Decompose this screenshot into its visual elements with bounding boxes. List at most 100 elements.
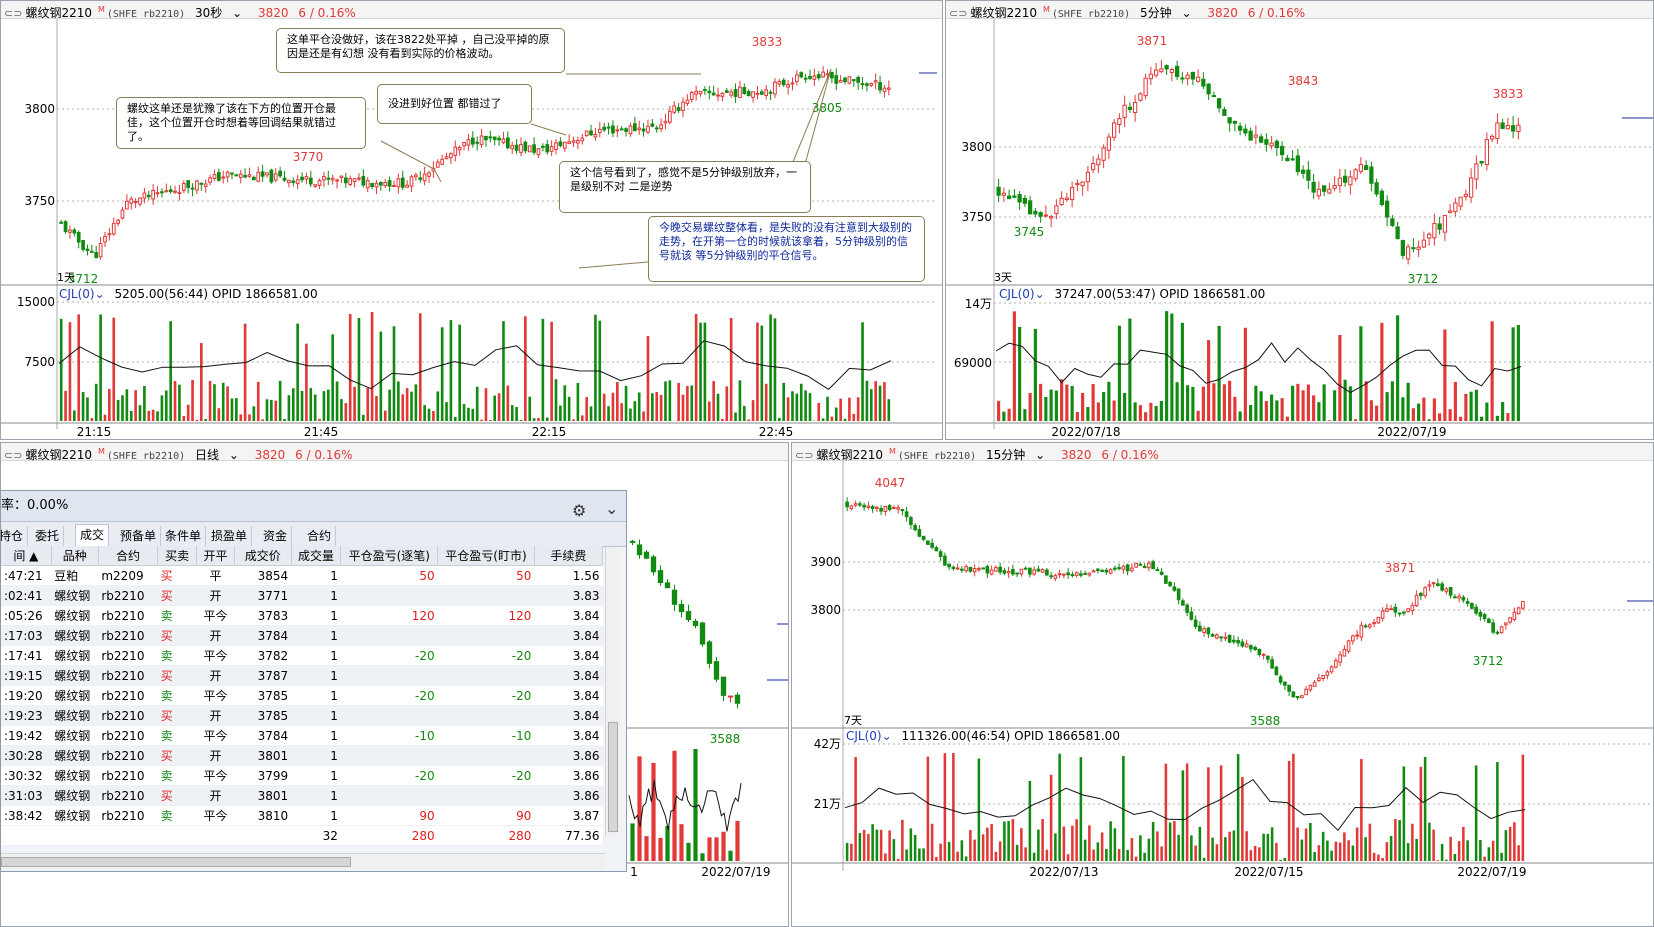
table-cell: 开 (196, 625, 235, 646)
table-cell: rb2210 (98, 705, 158, 726)
volume-bar (414, 384, 418, 421)
tab-3[interactable]: 预备单 (116, 526, 162, 546)
column-header[interactable]: 手续费 (534, 546, 604, 566)
indicator-selector[interactable]: CJL(0)⌄ (59, 287, 105, 301)
candle (308, 177, 313, 185)
indicator-values: 111326.00(46:54) OPID 1866581.00 (901, 729, 1120, 743)
table-cell: rb2210 (98, 745, 158, 766)
volume-bar (1007, 820, 1010, 861)
link-icon[interactable]: ⊂⊃ (4, 449, 23, 462)
volume-bar (1196, 410, 1200, 421)
chart-panel-5m[interactable]: ⊂⊃ 螺纹钢2210 M (SHFE rb2210) 5分钟 ⌄ 3820 6 / 0… (945, 0, 1654, 440)
column-header[interactable]: 买卖 (157, 546, 198, 566)
volume-bar (651, 393, 654, 421)
candle (221, 176, 226, 179)
gear-icon[interactable]: ⚙ (572, 501, 587, 520)
trade-records-window[interactable]: 率：0.00% ⚙ ⌄ 持仓 委托 成交 预备单 条件单 损盈单 资金 合约 间 ▲ 品种 合约买… (0, 490, 627, 872)
column-header[interactable]: 间 ▲ (1, 546, 52, 566)
column-header[interactable]: 品种 (51, 546, 99, 566)
contract-code: (SHFE rb2210) (106, 451, 186, 462)
tab-4[interactable]: 条件单 (161, 526, 207, 546)
volume-bar (278, 380, 282, 421)
volume-bar (901, 819, 904, 861)
table-row[interactable]: :30:28 螺纹钢 rb2210 买开 3801 1 3.86 (1, 745, 603, 766)
volume-bar (265, 399, 269, 421)
column-header[interactable]: 平仓盈亏(逐笔) (340, 546, 439, 566)
candle (1117, 118, 1122, 126)
volume-bar (843, 418, 847, 421)
scroll-thumb[interactable] (608, 722, 618, 832)
candle (672, 105, 677, 113)
tab-0[interactable]: 持仓 (1, 526, 29, 546)
chart-panel-30s[interactable]: ⊂⊃ 螺纹钢2210 M (SHFE rb2210) 30秒 ⌄ 3820 6 / 0… (0, 0, 943, 440)
column-header[interactable]: 平仓盈亏(盯市) (437, 546, 535, 566)
volume-bar (160, 395, 164, 421)
link-icon[interactable]: ⊂⊃ (4, 7, 23, 20)
x-tick: 22:15 (532, 425, 567, 439)
volume-bar (576, 382, 580, 421)
table-row[interactable]: :19:15 螺纹钢 rb2210 买开 3787 1 3.84 (1, 665, 603, 686)
table-cell: 开 (196, 665, 235, 686)
column-header[interactable]: 成交量 (291, 546, 342, 566)
table-row[interactable]: :30:32 螺纹钢 rb2210 卖平今 3799 1 -20 -20 3.86 (1, 765, 603, 786)
column-header[interactable]: 合约 (98, 546, 159, 566)
scroll-thumb[interactable] (1, 857, 351, 867)
table-row[interactable]: :38:42 螺纹钢 rb2210 卖平今 3810 1 90 90 3.87 (1, 805, 603, 826)
table-row[interactable]: :19:42 螺纹钢 rb2210 卖平今 3784 1 -10 -10 3.84 (1, 725, 603, 746)
candle (365, 180, 370, 189)
table-row[interactable]: :19:23 螺纹钢 rb2210 买开 3785 1 3.84 (1, 705, 603, 726)
table-cell: 开 (196, 785, 235, 806)
vertical-scrollbar[interactable] (605, 547, 620, 837)
volume-bar (1211, 837, 1214, 861)
volume-bar (138, 405, 142, 421)
volume-bar (313, 394, 317, 421)
volume-bar (686, 842, 691, 861)
table-row[interactable]: :17:03 螺纹钢 rb2210 买开 3784 1 3.84 (1, 625, 603, 646)
table-row[interactable]: :17:41 螺纹钢 rb2210 卖平今 3782 1 -20 -20 3.84 (1, 645, 603, 666)
window-title-bar[interactable]: 率：0.00% ⚙ ⌄ (1, 491, 626, 522)
candle (238, 173, 243, 178)
indicator-selector[interactable]: CJL(0)⌄ (999, 287, 1045, 301)
column-header[interactable]: 开平 (196, 546, 235, 566)
volume-bar (559, 405, 562, 421)
volume-bar (81, 392, 85, 421)
table-row[interactable]: :19:20 螺纹钢 rb2210 卖平今 3785 1 -20 -20 3.84 (1, 685, 603, 706)
kline-chart[interactable]: 3800 3750 14万 69000 2022/07/18 2022/07/19 3871… (946, 19, 1654, 440)
volume-bar (116, 399, 120, 421)
x-tick: 2022/07/19 (701, 865, 770, 879)
tab-6[interactable]: 资金 (259, 526, 293, 546)
period-selector[interactable]: 5分钟 ⌄ (1140, 6, 1198, 20)
link-icon[interactable]: ⊂⊃ (795, 449, 814, 462)
tab-2[interactable]: 成交 (75, 524, 110, 547)
volume-bar (1513, 822, 1516, 861)
period-selector[interactable]: 15分钟 ⌄ (986, 448, 1051, 462)
period-selector[interactable]: 日线 ⌄ (195, 448, 245, 462)
candle (1484, 139, 1490, 166)
table-row[interactable]: :02:41 螺纹钢 rb2210 买开 3771 1 3.83 (1, 585, 603, 606)
table-row[interactable]: :31:03 螺纹钢 rb2210 买开 3801 1 3.86 (1, 785, 603, 806)
candle (1427, 584, 1432, 587)
candle (317, 180, 322, 186)
table-row[interactable]: :05:26 螺纹钢 rb2210 卖平今 3783 1 120 120 3.84 (1, 605, 603, 626)
horizontal-scrollbar[interactable] (1, 853, 605, 870)
tab-5[interactable]: 损盈单 (207, 526, 253, 546)
volume-bar (1368, 823, 1372, 861)
volume-bar (243, 323, 247, 421)
tab-7[interactable]: 合约 (303, 526, 337, 546)
volume-bar (1402, 766, 1406, 861)
chart-panel-15m[interactable]: ⊂⊃ 螺纹钢2210 M (SHFE rb2210) 15分钟 ⌄ 3820 6 / … (791, 442, 1654, 927)
link-icon[interactable]: ⊂⊃ (949, 7, 968, 20)
table-row[interactable]: :47:21 豆粕 m2209 买平 3854 1 50 50 1.56 (1, 565, 603, 586)
kline-chart[interactable]: 3900 3800 42万 21万 2022/07/13 2022/07/15 2022/0… (792, 461, 1654, 927)
column-header[interactable]: 成交价 (234, 546, 292, 566)
indicator-selector[interactable]: CJL(0)⌄ (846, 729, 892, 743)
collapse-icon[interactable]: ⌄ (605, 499, 619, 518)
candle (882, 87, 887, 92)
candle (1206, 83, 1211, 95)
candle (913, 525, 917, 531)
volume-bar (1427, 419, 1431, 421)
volume-bar (1117, 849, 1121, 861)
x-tick: 1 (630, 865, 638, 879)
tab-1[interactable]: 委托 (31, 526, 65, 546)
period-selector[interactable]: 30秒 ⌄ (195, 6, 248, 20)
